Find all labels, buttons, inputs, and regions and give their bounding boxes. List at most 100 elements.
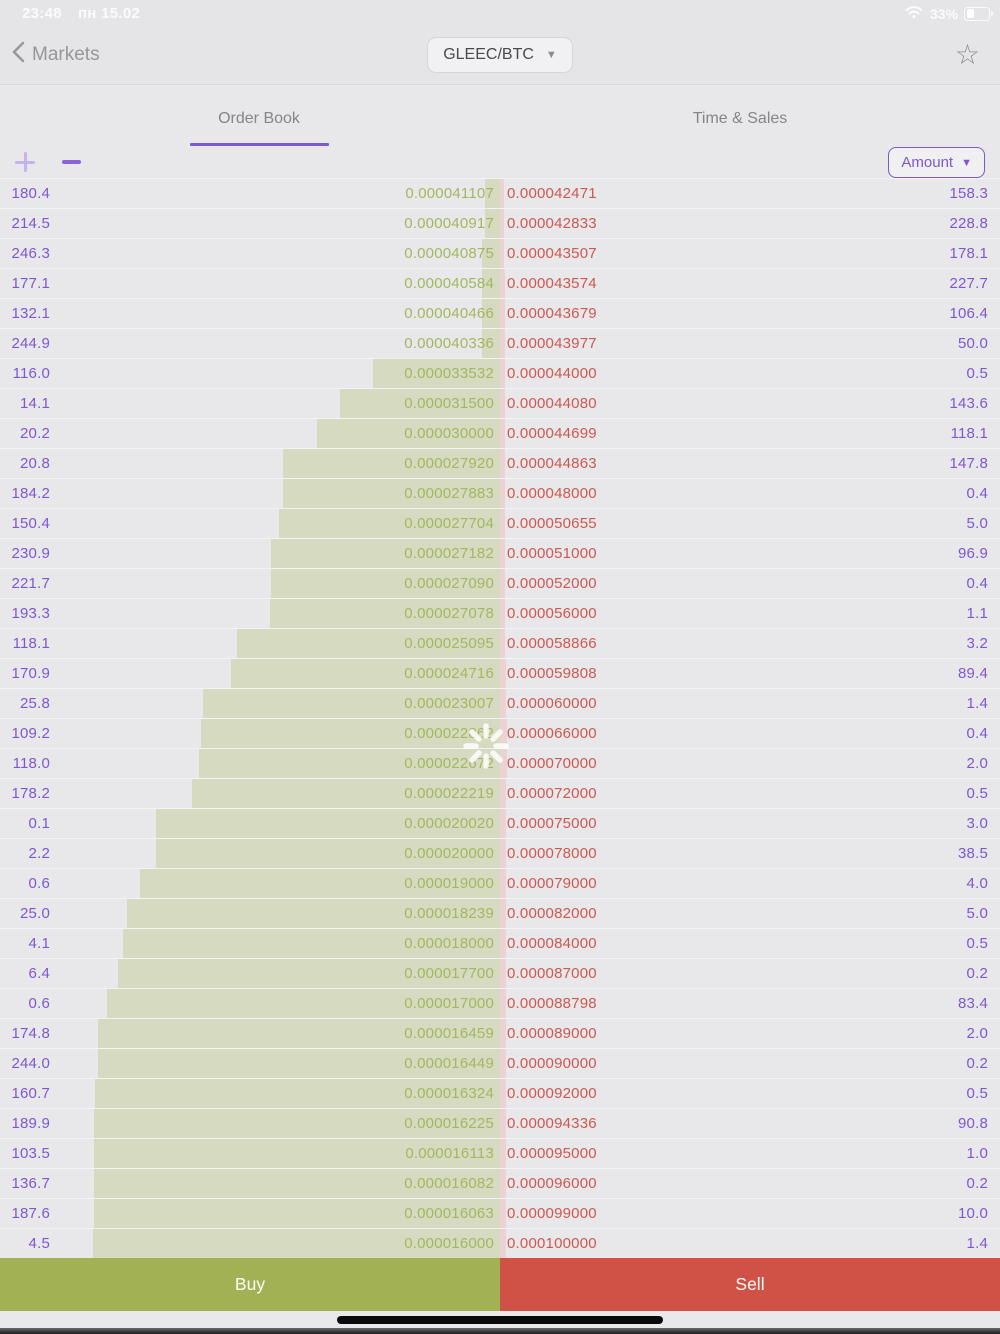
bid-cell[interactable]: 6.4 0.000017700 xyxy=(0,959,500,988)
bid-cell[interactable]: 0.1 0.000020020 xyxy=(0,809,500,838)
ask-cell[interactable]: 0.000089000 2.0 xyxy=(500,1019,1000,1048)
ask-cell[interactable]: 0.000078000 38.5 xyxy=(500,839,1000,868)
ask-cell[interactable]: 0.000059808 89.4 xyxy=(500,659,1000,688)
ask-cell[interactable]: 0.000043977 50.0 xyxy=(500,329,1000,358)
ask-cell[interactable]: 0.000066000 0.4 xyxy=(500,719,1000,748)
bid-cell[interactable]: 178.2 0.000022219 xyxy=(0,779,500,808)
amount-dropdown[interactable]: Amount ▼ xyxy=(888,147,985,178)
bid-cell[interactable]: 193.3 0.000027078 xyxy=(0,599,500,628)
bid-cell[interactable]: 187.6 0.000016063 xyxy=(0,1199,500,1228)
ask-price: 0.000099000 xyxy=(507,1205,597,1222)
bid-cell[interactable]: 25.8 0.000023007 xyxy=(0,689,500,718)
ask-amount: 0.4 xyxy=(966,725,988,742)
ask-cell[interactable]: 0.000072000 0.5 xyxy=(500,779,1000,808)
bid-cell[interactable]: 118.0 0.000022672 xyxy=(0,749,500,778)
ask-cell[interactable]: 0.000060000 1.4 xyxy=(500,689,1000,718)
ask-price: 0.000084000 xyxy=(507,935,597,952)
ask-cell[interactable]: 0.000058866 3.2 xyxy=(500,629,1000,658)
bid-cell[interactable]: 0.6 0.000019000 xyxy=(0,869,500,898)
order-book-row: 25.0 0.000018239 0.000082000 5.0 xyxy=(0,898,1000,928)
ask-cell[interactable]: 0.000042833 228.8 xyxy=(500,209,1000,238)
ask-cell[interactable]: 0.000044863 147.8 xyxy=(500,449,1000,478)
ask-cell[interactable]: 0.000095000 1.0 xyxy=(500,1139,1000,1168)
bid-cell[interactable]: 4.1 0.000018000 xyxy=(0,929,500,958)
bid-cell[interactable]: 244.9 0.000040336 xyxy=(0,329,500,358)
bid-cell[interactable]: 14.1 0.000031500 xyxy=(0,389,500,418)
zoom-out-icon[interactable] xyxy=(62,160,81,164)
ask-amount: 5.0 xyxy=(966,515,988,532)
ask-cell[interactable]: 0.000100000 1.4 xyxy=(500,1229,1000,1258)
ask-depth-bar xyxy=(500,839,506,868)
ask-cell[interactable]: 0.000052000 0.4 xyxy=(500,569,1000,598)
bid-cell[interactable]: 103.5 0.000016113 xyxy=(0,1139,500,1168)
bid-depth-bar xyxy=(482,239,500,268)
bid-cell[interactable]: 0.6 0.000017000 xyxy=(0,989,500,1018)
zoom-in-icon[interactable] xyxy=(15,152,35,172)
bid-cell[interactable]: 177.1 0.000040584 xyxy=(0,269,500,298)
ask-cell[interactable]: 0.000096000 0.2 xyxy=(500,1169,1000,1198)
ask-cell[interactable]: 0.000044080 143.6 xyxy=(500,389,1000,418)
ask-cell[interactable]: 0.000094336 90.8 xyxy=(500,1109,1000,1138)
bid-cell[interactable]: 160.7 0.000016324 xyxy=(0,1079,500,1108)
bid-cell[interactable]: 221.7 0.000027090 xyxy=(0,569,500,598)
ask-amount: 106.4 xyxy=(949,305,988,322)
bid-cell[interactable]: 20.8 0.000027920 xyxy=(0,449,500,478)
ask-cell[interactable]: 0.000042471 158.3 xyxy=(500,179,1000,208)
ask-cell[interactable]: 0.000084000 0.5 xyxy=(500,929,1000,958)
bid-depth-bar xyxy=(201,719,500,748)
bid-cell[interactable]: 109.2 0.000022862 xyxy=(0,719,500,748)
ask-cell[interactable]: 0.000070000 2.0 xyxy=(500,749,1000,778)
ask-cell[interactable]: 0.000082000 5.0 xyxy=(500,899,1000,928)
battery-percent: 33% xyxy=(929,5,958,22)
ask-cell[interactable]: 0.000092000 0.5 xyxy=(500,1079,1000,1108)
bid-cell[interactable]: 230.9 0.000027182 xyxy=(0,539,500,568)
ask-cell[interactable]: 0.000050655 5.0 xyxy=(500,509,1000,538)
bid-cell[interactable]: 2.2 0.000020000 xyxy=(0,839,500,868)
bid-cell[interactable]: 214.5 0.000040917 xyxy=(0,209,500,238)
home-indicator[interactable] xyxy=(337,1316,663,1324)
bid-cell[interactable]: 150.4 0.000027704 xyxy=(0,509,500,538)
ask-cell[interactable]: 0.000088798 83.4 xyxy=(500,989,1000,1018)
ask-depth-bar xyxy=(500,779,506,808)
pair-selector[interactable]: GLEEC/BTC ▼ xyxy=(427,37,573,73)
ask-cell[interactable]: 0.000043507 178.1 xyxy=(500,239,1000,268)
bid-cell[interactable]: 174.8 0.000016459 xyxy=(0,1019,500,1048)
ask-cell[interactable]: 0.000043574 227.7 xyxy=(500,269,1000,298)
tab-time-sales[interactable]: Time & Sales xyxy=(692,110,788,127)
ask-cell[interactable]: 0.000051000 96.9 xyxy=(500,539,1000,568)
bid-cell[interactable]: 20.2 0.000030000 xyxy=(0,419,500,448)
bid-cell[interactable]: 136.7 0.000016082 xyxy=(0,1169,500,1198)
tab-order-book[interactable]: Order Book xyxy=(218,110,300,127)
bid-cell[interactable]: 246.3 0.000040875 xyxy=(0,239,500,268)
ask-cell[interactable]: 0.000056000 1.1 xyxy=(500,599,1000,628)
bid-cell[interactable]: 132.1 0.000040466 xyxy=(0,299,500,328)
ask-cell[interactable]: 0.000087000 0.2 xyxy=(500,959,1000,988)
bid-cell[interactable]: 25.0 0.000018239 xyxy=(0,899,500,928)
bid-cell[interactable]: 244.0 0.000016449 xyxy=(0,1049,500,1078)
ask-cell[interactable]: 0.000048000 0.4 xyxy=(500,479,1000,508)
favorite-star-icon[interactable]: ☆ xyxy=(954,39,980,70)
bid-cell[interactable]: 170.9 0.000024716 xyxy=(0,659,500,688)
ask-cell[interactable]: 0.000079000 4.0 xyxy=(500,869,1000,898)
bid-cell[interactable]: 118.1 0.000025095 xyxy=(0,629,500,658)
ask-amount: 90.8 xyxy=(958,1115,988,1132)
bid-cell[interactable]: 116.0 0.000033532 xyxy=(0,359,500,388)
order-book-row: 118.1 0.000025095 0.000058866 3.2 xyxy=(0,628,1000,658)
bid-depth-bar xyxy=(140,869,500,898)
bid-cell[interactable]: 189.9 0.000016225 xyxy=(0,1109,500,1138)
order-book-row: 244.0 0.000016449 0.000090000 0.2 xyxy=(0,1048,1000,1078)
sell-button[interactable]: Sell xyxy=(500,1258,1000,1311)
ask-cell[interactable]: 0.000043679 106.4 xyxy=(500,299,1000,328)
ask-cell[interactable]: 0.000075000 3.0 xyxy=(500,809,1000,838)
bid-cell[interactable]: 180.4 0.000041107 xyxy=(0,179,500,208)
bid-cell[interactable]: 4.5 0.000016000 xyxy=(0,1229,500,1258)
ask-cell[interactable]: 0.000090000 0.2 xyxy=(500,1049,1000,1078)
buy-button[interactable]: Buy xyxy=(0,1258,500,1311)
bid-cell[interactable]: 184.2 0.000027883 xyxy=(0,479,500,508)
bid-price: 0.000016113 xyxy=(405,1145,494,1162)
ask-cell[interactable]: 0.000099000 10.0 xyxy=(500,1199,1000,1228)
ask-cell[interactable]: 0.000044000 0.5 xyxy=(500,359,1000,388)
ask-cell[interactable]: 0.000044699 118.1 xyxy=(500,419,1000,448)
back-button[interactable]: Markets xyxy=(12,41,100,69)
ask-price: 0.000088798 xyxy=(507,995,597,1012)
